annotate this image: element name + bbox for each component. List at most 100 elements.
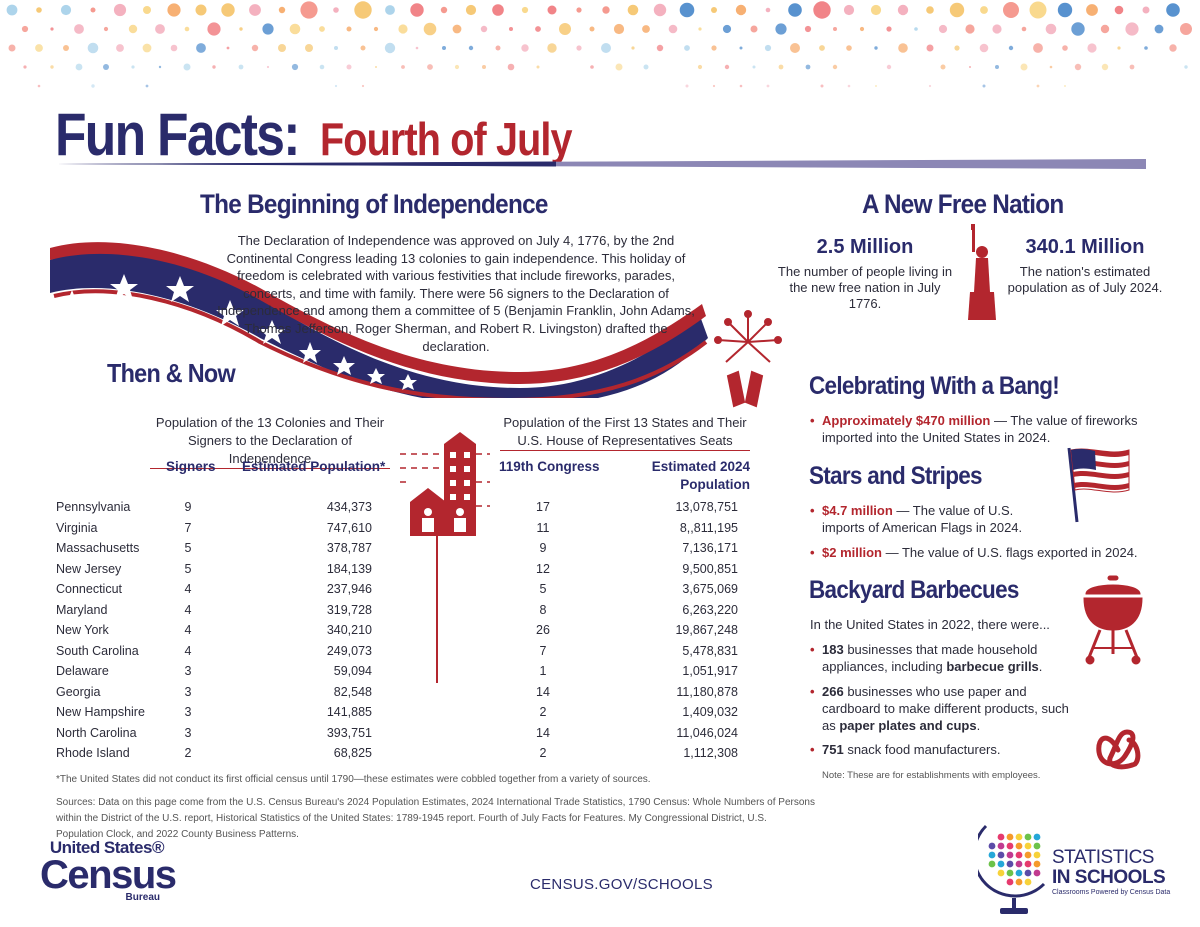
statue-of-liberty-icon [968, 224, 996, 320]
colonial-population: 434,373 [326, 500, 372, 514]
paper-plates-bullet: 266 businesses who use paper and cardboa… [810, 683, 1080, 734]
population-2024: 1,051,917 [682, 664, 738, 678]
house-seats: 7 [539, 643, 547, 658]
house-seats: 12 [536, 561, 550, 576]
population-2024: 1,409,032 [682, 705, 738, 719]
population-2024: 5,478,831 [682, 643, 738, 658]
confetti-dots-banner [6, 1, 1192, 88]
flag-imports-bullet: $4.7 million — The value of U.S. imports… [810, 502, 1050, 536]
independence-body: The Declaration of Independence was appr… [217, 233, 695, 354]
col-header-119th-congress: 119th Congress [499, 459, 600, 474]
table-row: Georgia 3 82,548 14 11,180,878 [0, 685, 1200, 705]
page-title: Fun Facts: [55, 101, 300, 168]
signers-count: 5 [184, 561, 192, 576]
signers-count: 9 [184, 500, 192, 514]
table-row: Virginia 7 747,610 11 8,,811,195 [0, 521, 1200, 541]
population-2024: 1,112,308 [683, 746, 738, 760]
col-header-est-2024: Estimated 2024 Population [651, 459, 750, 492]
house-seats: 11 [536, 520, 550, 535]
footnote: *The United States did not conduct its f… [56, 774, 651, 785]
state-name: Virginia [56, 520, 98, 535]
table-row: Maryland 4 319,728 8 6,263,220 [0, 603, 1200, 623]
stars-stripes-heading: Stars and Stripes [809, 462, 983, 490]
fireworks-import-bullet: Approximately $470 million — The value o… [810, 412, 1140, 446]
colonial-population: 340,210 [326, 623, 372, 637]
population-2024: 11,180,878 [676, 684, 738, 699]
right-table-caption: Population of the First 13 States and Th… [500, 414, 750, 451]
barbecues-intro: In the United States in 2022, there were… [810, 617, 1050, 632]
american-flag-icon [1067, 447, 1130, 523]
state-name: Delaware [56, 664, 109, 678]
table-row: New York 4 340,210 26 19,867,248 [0, 623, 1200, 643]
table-row: New Jersey 5 184,139 12 9,500,851 [0, 562, 1200, 582]
table-row: Pennsylvania 9 434,373 17 13,078,751 [0, 500, 1200, 520]
independence-heading: The Beginning of Independence [200, 189, 548, 219]
signers-count: 3 [184, 705, 192, 719]
stat-2024-desc: The nation's estimated population as of … [1007, 264, 1163, 295]
population-2024: 8,,811,195 [679, 520, 738, 535]
population-2024: 19,867,248 [675, 623, 738, 637]
statistics-in-schools-globe-logo [978, 824, 1046, 914]
ribbon-stars [58, 274, 417, 390]
colonial-population: 237,946 [326, 582, 372, 596]
table-row: Rhode Island 2 68,825 2 1,112,308 [0, 746, 1200, 766]
colonial-population: 378,787 [326, 541, 372, 555]
population-2024: 6,263,220 [682, 602, 738, 617]
house-seats: 26 [536, 623, 550, 637]
census-schools-link[interactable]: CENSUS.GOV/SCHOOLS [530, 876, 713, 893]
pretzel-icon [1096, 729, 1141, 770]
flag-ribbon-graphic [50, 242, 708, 398]
flag-exports-bullet: $2 million — The value of U.S. flags exp… [810, 544, 1150, 561]
stat-1776-desc: The number of people living in the new f… [777, 264, 953, 311]
colonial-population: 393,751 [326, 725, 372, 740]
state-name: Massachusetts [56, 541, 140, 555]
house-seats: 14 [536, 684, 550, 699]
colonial-population: 141,885 [326, 705, 372, 719]
state-name: New York [56, 623, 109, 637]
grill-icon [1083, 575, 1143, 665]
signers-count: 3 [184, 684, 192, 699]
signers-count: 3 [184, 664, 192, 678]
signers-count: 2 [184, 746, 192, 760]
house-seats: 1 [539, 664, 547, 678]
house-seats: 17 [536, 500, 550, 514]
colonial-population: 747,610 [326, 520, 372, 535]
house-seats: 5 [539, 582, 547, 596]
new-nation-heading: A New Free Nation [862, 189, 1064, 219]
signers-count: 4 [184, 643, 192, 658]
population-2024: 9,500,851 [682, 561, 738, 576]
signers-count: 5 [184, 541, 192, 555]
state-name: New Jersey [56, 561, 122, 576]
state-name: Connecticut [56, 582, 123, 596]
table-row: New Hampshire 3 141,885 2 1,409,032 [0, 705, 1200, 725]
signers-count: 4 [184, 582, 192, 596]
table-row: Connecticut 4 237,946 5 3,675,069 [0, 582, 1200, 602]
table-row: South Carolina 4 249,073 7 5,478,831 [0, 644, 1200, 664]
house-seats: 9 [539, 541, 547, 555]
then-now-heading: Then & Now [107, 358, 236, 388]
colonial-population: 319,728 [326, 602, 372, 617]
house-seats: 8 [539, 602, 547, 617]
house-seats: 2 [539, 746, 547, 760]
state-name: Maryland [56, 602, 108, 617]
grills-bullet: 183 businesses that made household appli… [810, 641, 1070, 675]
table-row: North Carolina 3 393,751 14 11,046,024 [0, 726, 1200, 746]
state-name: New Hampshire [56, 705, 145, 719]
sources-text: Sources: Data on this page come from the… [56, 797, 815, 840]
state-name: South Carolina [56, 643, 139, 658]
colonial-population: 59,094 [333, 664, 372, 678]
stat-2024-population: 340.1 Million [1025, 236, 1145, 258]
signers-count: 4 [184, 602, 192, 617]
census-bureau-logo: United States® Census Bureau [40, 838, 177, 903]
capitol-building-icon [400, 432, 490, 683]
population-2024: 3,675,069 [682, 582, 738, 596]
population-2024: 13,078,751 [675, 500, 738, 514]
house-seats: 14 [536, 725, 550, 740]
left-table-caption: Population of the 13 Colonies and Their … [150, 414, 390, 469]
col-header-signers: Signers [166, 459, 216, 474]
signers-count: 7 [184, 520, 192, 535]
colonial-population: 82,548 [333, 684, 372, 699]
state-name: Pennsylvania [56, 500, 131, 514]
colonial-population: 184,139 [326, 561, 372, 576]
snack-food-bullet: 751 snack food manufacturers. [810, 741, 1080, 758]
